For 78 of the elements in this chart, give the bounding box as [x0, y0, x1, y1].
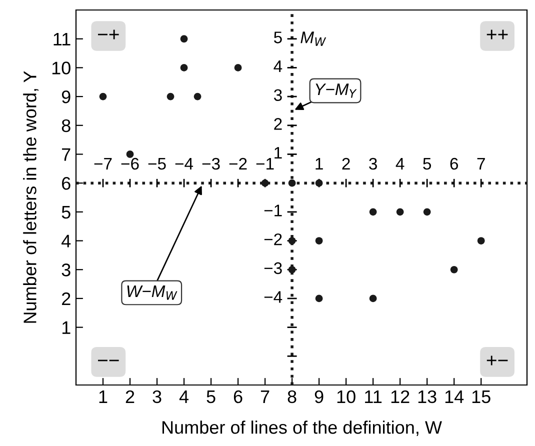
x-tick-label: 10: [337, 390, 356, 404]
x-tick-label: 7: [260, 390, 270, 403]
x2-tick-label: −3: [202, 158, 220, 170]
point: [126, 150, 134, 158]
point: [261, 179, 269, 187]
y-tick-label: 5: [62, 206, 70, 219]
x2-tick-label: 4: [396, 158, 404, 170]
point: [315, 294, 323, 302]
x2-tick-label: 3: [369, 158, 377, 170]
y-tick-label: 11: [54, 32, 70, 46]
annotation: ++: [486, 30, 508, 40]
point: [423, 208, 431, 216]
x-tick-label: 5: [206, 390, 216, 404]
x-tick-label: 9: [314, 390, 324, 404]
y-axis-title: Number of letters in the word, Y: [23, 71, 39, 323]
y2-tick-label: 1: [274, 147, 282, 159]
point: [396, 208, 404, 216]
x2-tick-label: 6: [450, 158, 458, 170]
annotation: −−: [98, 360, 119, 362]
x-tick-label: 8: [288, 390, 296, 404]
y2-tick-label: −4: [264, 291, 282, 303]
point: [180, 35, 188, 43]
y2-tick-label: 5: [274, 32, 282, 44]
point: [288, 237, 296, 244]
x-tick-label: 12: [391, 390, 410, 403]
point: [477, 237, 485, 244]
point: [315, 237, 323, 244]
x-tick-label: 1: [99, 390, 108, 403]
point: [166, 92, 174, 100]
point: [288, 266, 296, 274]
point: [369, 294, 377, 302]
y2-tick-label: 2: [274, 118, 282, 130]
y2-tick-label: −1: [264, 204, 282, 216]
y-tick-label: 7: [62, 148, 70, 161]
annotation: −+: [98, 30, 119, 40]
y-tick-label: 4: [62, 234, 71, 248]
x2-tick-label: −2: [229, 158, 247, 170]
x2-tick-label: 5: [423, 158, 432, 170]
x-tick-label: 11: [365, 390, 382, 403]
x2-tick-label: −1: [256, 158, 274, 170]
x-axis-title: Number of lines of the definition, W: [162, 420, 442, 436]
annotation: Y−M$_{Y}$: [316, 84, 357, 98]
x2-tick-label: 1: [316, 158, 323, 170]
x-tick-label: 13: [418, 390, 436, 404]
x2-tick-label: −7: [94, 158, 112, 170]
point: [369, 208, 377, 216]
x-tick-label: 15: [472, 390, 490, 404]
x2-tick-label: 2: [342, 158, 350, 170]
x-tick-label: 2: [126, 390, 134, 403]
x-tick-label: 4: [179, 390, 189, 403]
y2-tick-label: 3: [274, 89, 282, 102]
x2-tick-label: −5: [148, 158, 166, 170]
y-tick-label: 9: [62, 90, 70, 104]
y2-tick-label: 4: [274, 60, 282, 72]
point: [315, 179, 323, 187]
x-tick-label: 3: [152, 390, 162, 404]
point: [99, 92, 107, 100]
x2-tick-label: 7: [477, 158, 485, 170]
y-tick-label: 10: [52, 62, 70, 74]
y-tick-label: 1: [62, 321, 70, 334]
y2-tick-label: −2: [264, 233, 282, 246]
x-tick-label: 14: [445, 390, 464, 403]
y-tick-label: 6: [62, 177, 70, 190]
point: [194, 92, 202, 100]
y-tick-label: 3: [62, 264, 70, 276]
x-tick-label: 6: [234, 390, 242, 404]
annotation: M$_{W}$: [300, 32, 326, 46]
x2-tick-label: −6: [121, 158, 139, 170]
y-tick-label: 2: [62, 292, 70, 306]
x2-tick-label: −4: [175, 158, 194, 170]
annotation: +−: [486, 356, 508, 366]
y2-tick-label: −3: [264, 262, 282, 274]
y-tick-label: 8: [62, 119, 70, 132]
point: [180, 64, 188, 72]
point: [288, 179, 296, 187]
point: [450, 266, 458, 274]
annotation: W−M$_{W}$: [127, 286, 178, 300]
point: [234, 64, 242, 72]
